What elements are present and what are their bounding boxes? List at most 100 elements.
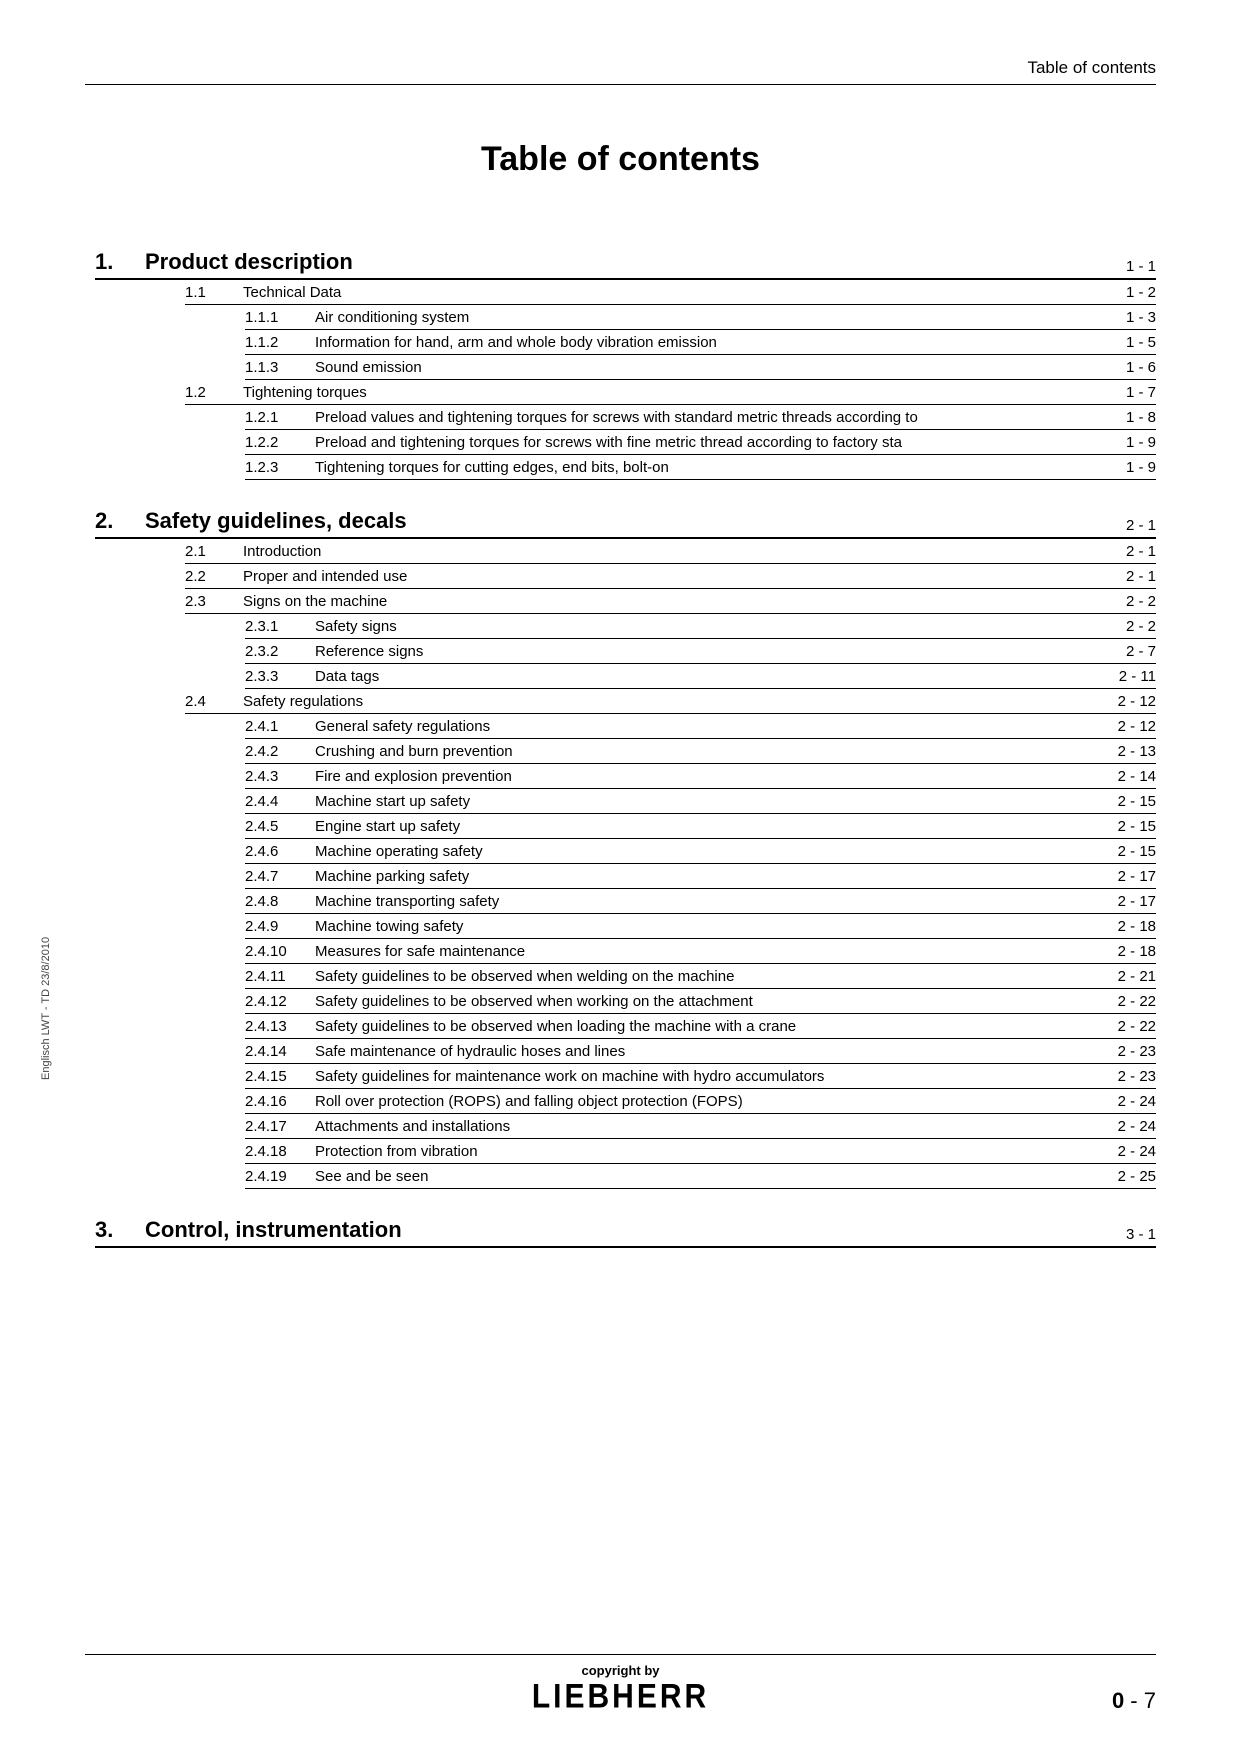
toc-row-page: 1 - 5 [1126, 334, 1156, 351]
toc-row-page: 1 - 2 [1126, 284, 1156, 301]
footer-center: copyright by LIEBHERR [85, 1663, 1156, 1714]
toc-section-page: 2 - 1 [1126, 517, 1156, 534]
toc-sub-block: 1.1 Technical Data 1 - 2 [185, 280, 1156, 305]
toc-row: 2.4.18Protection from vibration2 - 24 [245, 1139, 1156, 1164]
toc-subsub-block: 2.4.5Engine start up safety2 - 15 [245, 814, 1156, 839]
toc-sub-block: 2.1 Introduction 2 - 1 [185, 539, 1156, 564]
toc-subsub-block: 2.4.15Safety guidelines for maintenance … [245, 1064, 1156, 1089]
toc-row-number: 1.1.3 [245, 359, 305, 376]
toc-row-title: Roll over protection (ROPS) and falling … [315, 1093, 1108, 1110]
toc-row-title: Safety signs [315, 618, 1116, 635]
toc-section-number: 3. [95, 1217, 145, 1243]
toc-subsub-block: 2.4.6Machine operating safety2 - 15 [245, 839, 1156, 864]
toc-row-number: 2.3.1 [245, 618, 305, 635]
page-sep: - [1124, 1688, 1144, 1713]
toc-row-title: Crushing and burn prevention [315, 743, 1108, 760]
toc-row: 2.4.13Safety guidelines to be observed w… [245, 1014, 1156, 1039]
toc-row-number: 2.4.10 [245, 943, 305, 960]
toc-row: 2.4.2Crushing and burn prevention2 - 13 [245, 739, 1156, 764]
toc-row-number: 2.4.6 [245, 843, 305, 860]
toc-row-title: Tightening torques [243, 384, 1116, 401]
header-label: Table of contents [1027, 58, 1156, 78]
toc-row-number: 2.4.3 [245, 768, 305, 785]
toc-row-number: 2.3.3 [245, 668, 305, 685]
footer: copyright by LIEBHERR 0 - 7 [85, 1654, 1156, 1714]
toc-row-number: 1.1.1 [245, 309, 305, 326]
toc-section-page: 1 - 1 [1126, 258, 1156, 275]
toc-row: 1.2.2Preload and tightening torques for … [245, 430, 1156, 455]
toc-content: 1.Product description1 - 1 1.1 Technical D… [85, 249, 1156, 1248]
toc-row: 2.4.17Attachments and installations2 - 2… [245, 1114, 1156, 1139]
toc-row: 2.3Signs on the machine2 - 2 [185, 589, 1156, 614]
toc-row: 2.4.7Machine parking safety2 - 17 [245, 864, 1156, 889]
toc-row-number: 1.2.1 [245, 409, 305, 426]
toc-row: 2.4.1 General safety regulations 2 - 12 [245, 714, 1156, 739]
toc-subsub-block: 2.4.13Safety guidelines to be observed w… [245, 1014, 1156, 1039]
toc-row-page: 2 - 11 [1119, 668, 1156, 685]
toc-subsub-block: 1.2.2Preload and tightening torques for … [245, 430, 1156, 455]
toc-section-number: 2. [95, 508, 145, 534]
toc-row-title: Data tags [315, 668, 1109, 685]
toc-subsub-block: 2.4.17Attachments and installations2 - 2… [245, 1114, 1156, 1139]
toc-row: 1.1 Technical Data 1 - 2 [185, 280, 1156, 305]
toc-row-title: Introduction [243, 543, 1116, 560]
toc-row-page: 1 - 8 [1126, 409, 1156, 426]
toc-section-row: 2.Safety guidelines, decals2 - 1 [95, 508, 1156, 539]
toc-row-title: Proper and intended use [243, 568, 1116, 585]
toc-section-number: 1. [95, 249, 145, 275]
toc-row-number: 2.4.13 [245, 1018, 305, 1035]
toc-row-number: 2.1 [185, 543, 233, 560]
toc-row-title: General safety regulations [315, 718, 1108, 735]
toc-subsub-block: 1.2.3Tightening torques for cutting edge… [245, 455, 1156, 480]
toc-section-row: 3.Control, instrumentation3 - 1 [95, 1217, 1156, 1248]
toc-subsub-block: 2.3.1Safety signs2 - 2 [245, 614, 1156, 639]
toc-subsub-block: 2.4.16Roll over protection (ROPS) and fa… [245, 1089, 1156, 1114]
toc-row: 2.4.3Fire and explosion prevention2 - 14 [245, 764, 1156, 789]
toc-subsub-block: 2.4.1 General safety regulations 2 - 12 [245, 714, 1156, 739]
toc-row-page: 1 - 7 [1126, 384, 1156, 401]
toc-subsub-block: 2.3.3 Data tags 2 - 11 [245, 664, 1156, 689]
toc-row-number: 2.2 [185, 568, 233, 585]
toc-row-number: 2.4.18 [245, 1143, 305, 1160]
toc-row-title: Safety guidelines for maintenance work o… [315, 1068, 1108, 1085]
toc-subsub-block: 2.4.4Machine start up safety2 - 15 [245, 789, 1156, 814]
toc-row-page: 2 - 17 [1118, 868, 1156, 885]
toc-subsub-block: 2.4.12Safety guidelines to be observed w… [245, 989, 1156, 1014]
toc-row-number: 2.4.1 [245, 718, 305, 735]
page-number: 0 - 7 [1112, 1688, 1156, 1714]
toc-row-page: 2 - 18 [1118, 943, 1156, 960]
toc-row-page: 2 - 14 [1118, 768, 1156, 785]
toc-row-page: 2 - 24 [1118, 1118, 1156, 1135]
toc-row-number: 2.4.8 [245, 893, 305, 910]
toc-subsub-block: 2.4.7Machine parking safety2 - 17 [245, 864, 1156, 889]
toc-row-page: 2 - 15 [1118, 843, 1156, 860]
toc-row-title: Safety guidelines to be observed when wo… [315, 993, 1108, 1010]
toc-row-page: 2 - 24 [1118, 1093, 1156, 1110]
toc-row: 2.4.8Machine transporting safety2 - 17 [245, 889, 1156, 914]
toc-row-number: 2.3.2 [245, 643, 305, 660]
toc-sub-block: 1.2Tightening torques1 - 7 [185, 380, 1156, 405]
toc-subsub-block: 2.4.2Crushing and burn prevention2 - 13 [245, 739, 1156, 764]
toc-row-page: 2 - 15 [1118, 818, 1156, 835]
toc-row-page: 2 - 1 [1126, 543, 1156, 560]
toc-row: 1.1.3Sound emission1 - 6 [245, 355, 1156, 380]
toc-row-page: 2 - 12 [1118, 693, 1156, 710]
brand-logo: LIEBHERR [532, 1677, 709, 1716]
toc-row-number: 2.4 [185, 693, 233, 710]
toc-row-title: Machine start up safety [315, 793, 1108, 810]
toc-row-page: 1 - 9 [1126, 459, 1156, 476]
copyright-label: copyright by [85, 1663, 1156, 1678]
header-rule [85, 84, 1156, 85]
toc-row-number: 1.1 [185, 284, 233, 301]
toc-section-page: 3 - 1 [1126, 1226, 1156, 1243]
toc-section-title: Control, instrumentation [145, 1217, 1126, 1243]
toc-row-title: Technical Data [243, 284, 1116, 301]
toc-row-title: Signs on the machine [243, 593, 1116, 610]
toc-section-row: 1.Product description1 - 1 [95, 249, 1156, 280]
toc-row: 2.4.5Engine start up safety2 - 15 [245, 814, 1156, 839]
toc-row-page: 2 - 12 [1118, 718, 1156, 735]
toc-row: 2.4.6Machine operating safety2 - 15 [245, 839, 1156, 864]
toc-section-title: Product description [145, 249, 1126, 275]
toc-row-page: 2 - 18 [1118, 918, 1156, 935]
toc-row: 2.4.10Measures for safe maintenance2 - 1… [245, 939, 1156, 964]
